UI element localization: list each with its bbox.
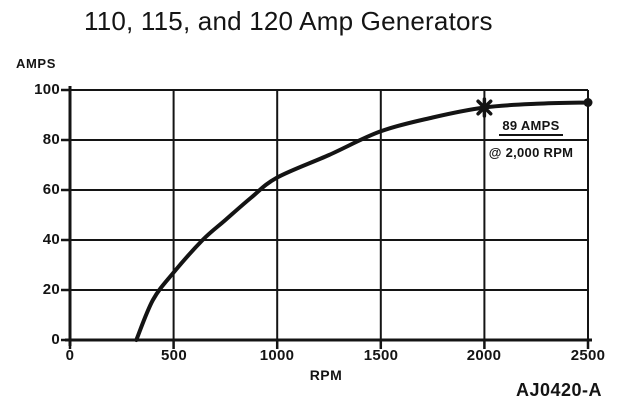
y-tick-label: 20: [42, 281, 60, 298]
x-axis-title: RPM: [309, 367, 343, 383]
y-tick-label: 0: [51, 331, 60, 348]
x-tick-label: 1500: [363, 347, 399, 364]
y-axis-title: AMPS: [16, 56, 56, 71]
data-point-annotation: 89 AMPS @ 2,000 RPM: [474, 118, 588, 160]
x-tick-label: 2000: [466, 347, 502, 364]
figure-reference-code: AJ0420-A: [515, 380, 602, 400]
curve-end-dot: [583, 98, 593, 107]
chart-title: 110, 115, and 120 Amp Generators: [84, 6, 493, 36]
y-tick-label: 80: [42, 131, 60, 148]
marked-point-asterisk-icon: [476, 99, 493, 116]
y-tick-label: 60: [42, 181, 60, 198]
annotation-amps-value: 89 AMPS: [499, 118, 563, 136]
y-tick-label: 100: [34, 81, 60, 98]
x-tick-label: 1000: [259, 347, 295, 364]
x-tick-label: 2500: [570, 347, 606, 364]
x-tick-label: 500: [161, 347, 187, 364]
annotation-rpm-value: @ 2,000 RPM: [488, 145, 574, 160]
y-tick-label: 40: [42, 231, 60, 248]
x-tick-label: 0: [65, 347, 75, 364]
